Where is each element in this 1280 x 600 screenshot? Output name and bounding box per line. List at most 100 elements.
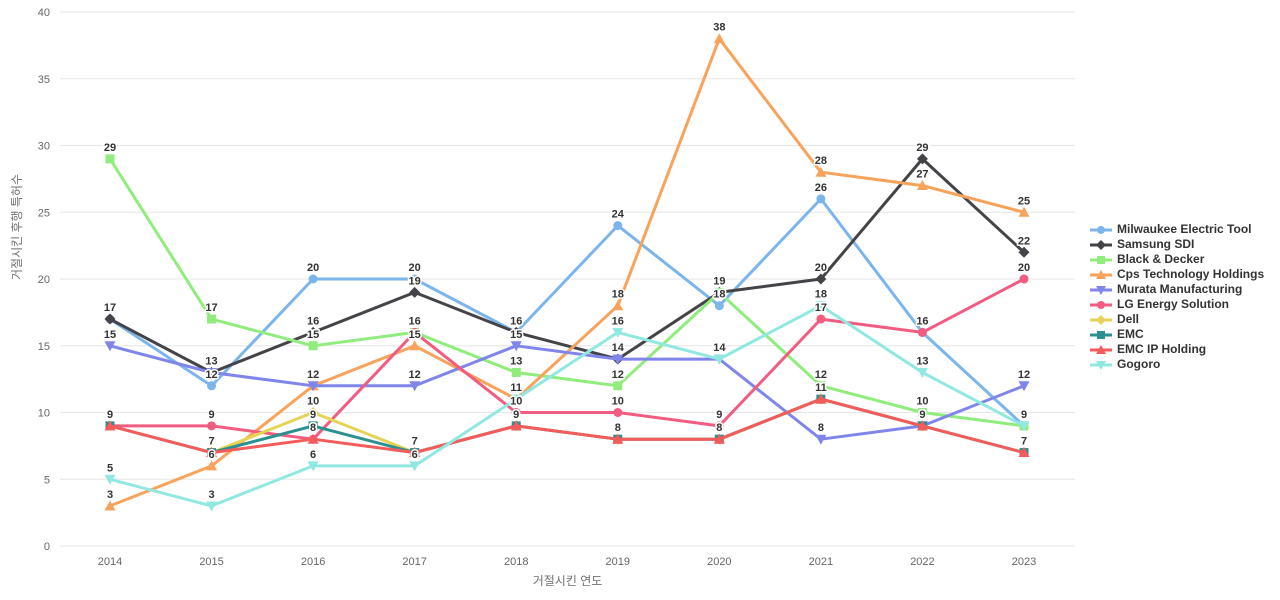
legend-item-samsung-sdi[interactable]: Samsung SDI bbox=[1090, 237, 1264, 252]
data-label-emc-ip-holding-2021: 11 bbox=[815, 382, 827, 394]
data-label-emc-ip-holding-2016: 8 bbox=[310, 422, 316, 434]
series-line-black-decker bbox=[108, 157, 1026, 428]
legend-item-dell[interactable]: Dell bbox=[1090, 312, 1264, 327]
data-label-emc-2017: 7 bbox=[412, 436, 418, 448]
triangle-marker-icon bbox=[713, 33, 725, 44]
triangle-down-legend-icon bbox=[1090, 360, 1112, 370]
diamond-marker-icon bbox=[1096, 314, 1106, 325]
triangle-down-marker-icon bbox=[1018, 381, 1030, 392]
square-marker-icon bbox=[816, 381, 826, 391]
legend-label: Gogoro bbox=[1117, 357, 1161, 371]
triangle-marker-icon bbox=[409, 447, 421, 458]
square-marker-icon bbox=[1097, 330, 1105, 339]
diamond-marker-icon bbox=[815, 273, 827, 285]
data-label-cps-technology-holdings-2017: 15 bbox=[409, 329, 421, 341]
square-marker-icon bbox=[207, 314, 217, 324]
data-label-emc-ip-holding-2019: 8 bbox=[615, 422, 621, 434]
square-marker-icon bbox=[714, 287, 724, 297]
data-label-samsung-sdi-2019: 14 bbox=[612, 342, 625, 354]
triangle-down-marker-icon bbox=[206, 501, 218, 512]
data-label-black-decker-2017: 16 bbox=[409, 315, 421, 327]
data-label-samsung-sdi-2016: 16 bbox=[307, 315, 319, 327]
data-label-murata-manufacturing-2017: 12 bbox=[409, 369, 421, 381]
data-label-murata-manufacturing-2015: 13 bbox=[205, 355, 217, 367]
diamond-marker-icon bbox=[1096, 239, 1106, 250]
data-label-emc-2019: 8 bbox=[615, 422, 621, 434]
square-marker-icon bbox=[308, 341, 318, 351]
data-label-emc-ip-holding-2014: 9 bbox=[107, 409, 113, 421]
legend-item-murata-manufacturing[interactable]: Murata Manufacturing bbox=[1090, 282, 1264, 297]
data-label-black-decker-2019: 12 bbox=[612, 369, 624, 381]
legend-item-milwaukee-electric-tool[interactable]: Milwaukee Electric Tool bbox=[1090, 222, 1264, 237]
data-label-gogoro-2023: 9 bbox=[1021, 409, 1027, 421]
legend-item-gogoro[interactable]: Gogoro bbox=[1090, 357, 1264, 372]
y-tick-label-30: 30 bbox=[38, 141, 50, 153]
triangle-down-marker-icon bbox=[815, 301, 827, 312]
triangle-marker-icon bbox=[1096, 344, 1106, 354]
y-axis-title: 거절시킨 후행 특허수 bbox=[10, 173, 24, 280]
data-label-dell-2019: 8 bbox=[615, 422, 621, 434]
square-marker-icon bbox=[1097, 255, 1105, 264]
legend-item-emc-ip-holding[interactable]: EMC IP Holding bbox=[1090, 342, 1264, 357]
data-label-cps-technology-holdings-2015: 6 bbox=[208, 449, 214, 461]
triangle-down-marker-icon bbox=[612, 354, 624, 365]
legend-item-black-decker[interactable]: Black & Decker bbox=[1090, 252, 1264, 267]
triangle-marker-icon bbox=[713, 433, 725, 444]
data-label-cps-technology-holdings-2019: 18 bbox=[612, 289, 624, 301]
data-label-samsung-sdi-2022: 29 bbox=[916, 142, 928, 154]
triangle-down-marker-icon bbox=[104, 474, 116, 485]
circle-marker-icon bbox=[714, 301, 724, 311]
data-label-lg-energy-solution-2023: 20 bbox=[1018, 262, 1030, 274]
data-label-emc-2018: 9 bbox=[513, 409, 519, 421]
series-line-murata-manufacturing bbox=[108, 344, 1026, 441]
series-line-emc bbox=[108, 397, 1026, 455]
data-label-milwaukee-electric-tool-2022: 16 bbox=[916, 315, 928, 327]
data-label-gogoro-2015: 3 bbox=[208, 489, 214, 501]
square-marker-icon bbox=[613, 381, 623, 391]
triangle-marker-icon bbox=[104, 500, 116, 511]
triangle-down-marker-icon bbox=[916, 367, 928, 378]
y-tick-label-10: 10 bbox=[38, 408, 50, 420]
data-label-milwaukee-electric-tool-2014: 17 bbox=[104, 302, 116, 314]
x-tick-label-2017: 2017 bbox=[402, 556, 426, 568]
triangle-down-marker-icon bbox=[510, 394, 522, 405]
series-emc-ip-holding bbox=[104, 393, 1030, 458]
legend-item-cps-technology-holdings[interactable]: Cps Technology Holdings bbox=[1090, 267, 1264, 282]
circle-marker-icon bbox=[511, 408, 521, 417]
data-label-murata-manufacturing-2018: 15 bbox=[510, 329, 522, 341]
data-label-emc-2014: 9 bbox=[107, 409, 113, 421]
circle-marker-icon bbox=[207, 421, 217, 431]
data-label-emc-2016: 9 bbox=[310, 409, 316, 421]
data-label-gogoro-2016: 6 bbox=[310, 449, 316, 461]
y-tick-label-0: 0 bbox=[44, 541, 50, 553]
data-label-black-decker-2015: 17 bbox=[205, 302, 217, 314]
legend-label: Samsung SDI bbox=[1117, 237, 1195, 251]
data-label-lg-energy-solution-2021: 17 bbox=[815, 302, 827, 314]
triangle-down-marker-icon bbox=[206, 367, 218, 378]
diamond-marker-icon bbox=[510, 326, 522, 338]
triangle-legend-icon bbox=[1090, 344, 1112, 354]
triangle-down-marker-icon bbox=[713, 354, 725, 365]
data-label-emc-2021: 11 bbox=[815, 382, 827, 394]
y-tick-label-5: 5 bbox=[44, 474, 50, 486]
data-label-milwaukee-electric-tool-2017: 20 bbox=[409, 262, 421, 274]
legend-item-lg-energy-solution[interactable]: LG Energy Solution bbox=[1090, 297, 1264, 312]
circle-marker-icon bbox=[308, 274, 318, 284]
triangle-marker-icon bbox=[1096, 269, 1106, 279]
square-marker-icon bbox=[511, 367, 521, 377]
data-label-murata-manufacturing-2019: 14 bbox=[612, 342, 625, 354]
data-label-black-decker-2021: 12 bbox=[815, 369, 827, 381]
data-label-cps-technology-holdings-2023: 25 bbox=[1018, 195, 1030, 207]
triangle-down-legend-icon bbox=[1090, 285, 1112, 295]
triangle-down-marker-icon bbox=[612, 327, 624, 338]
y-tick-label-15: 15 bbox=[38, 341, 50, 353]
data-label-milwaukee-electric-tool-2023: 9 bbox=[1021, 409, 1027, 421]
triangle-down-marker-icon bbox=[409, 461, 421, 472]
legend-item-emc[interactable]: EMC bbox=[1090, 327, 1264, 342]
data-label-murata-manufacturing-2014: 15 bbox=[104, 329, 116, 341]
data-label-samsung-sdi-2017: 19 bbox=[409, 275, 421, 287]
square-marker-icon bbox=[308, 421, 318, 431]
data-label-murata-manufacturing-2020: 14 bbox=[713, 342, 726, 354]
